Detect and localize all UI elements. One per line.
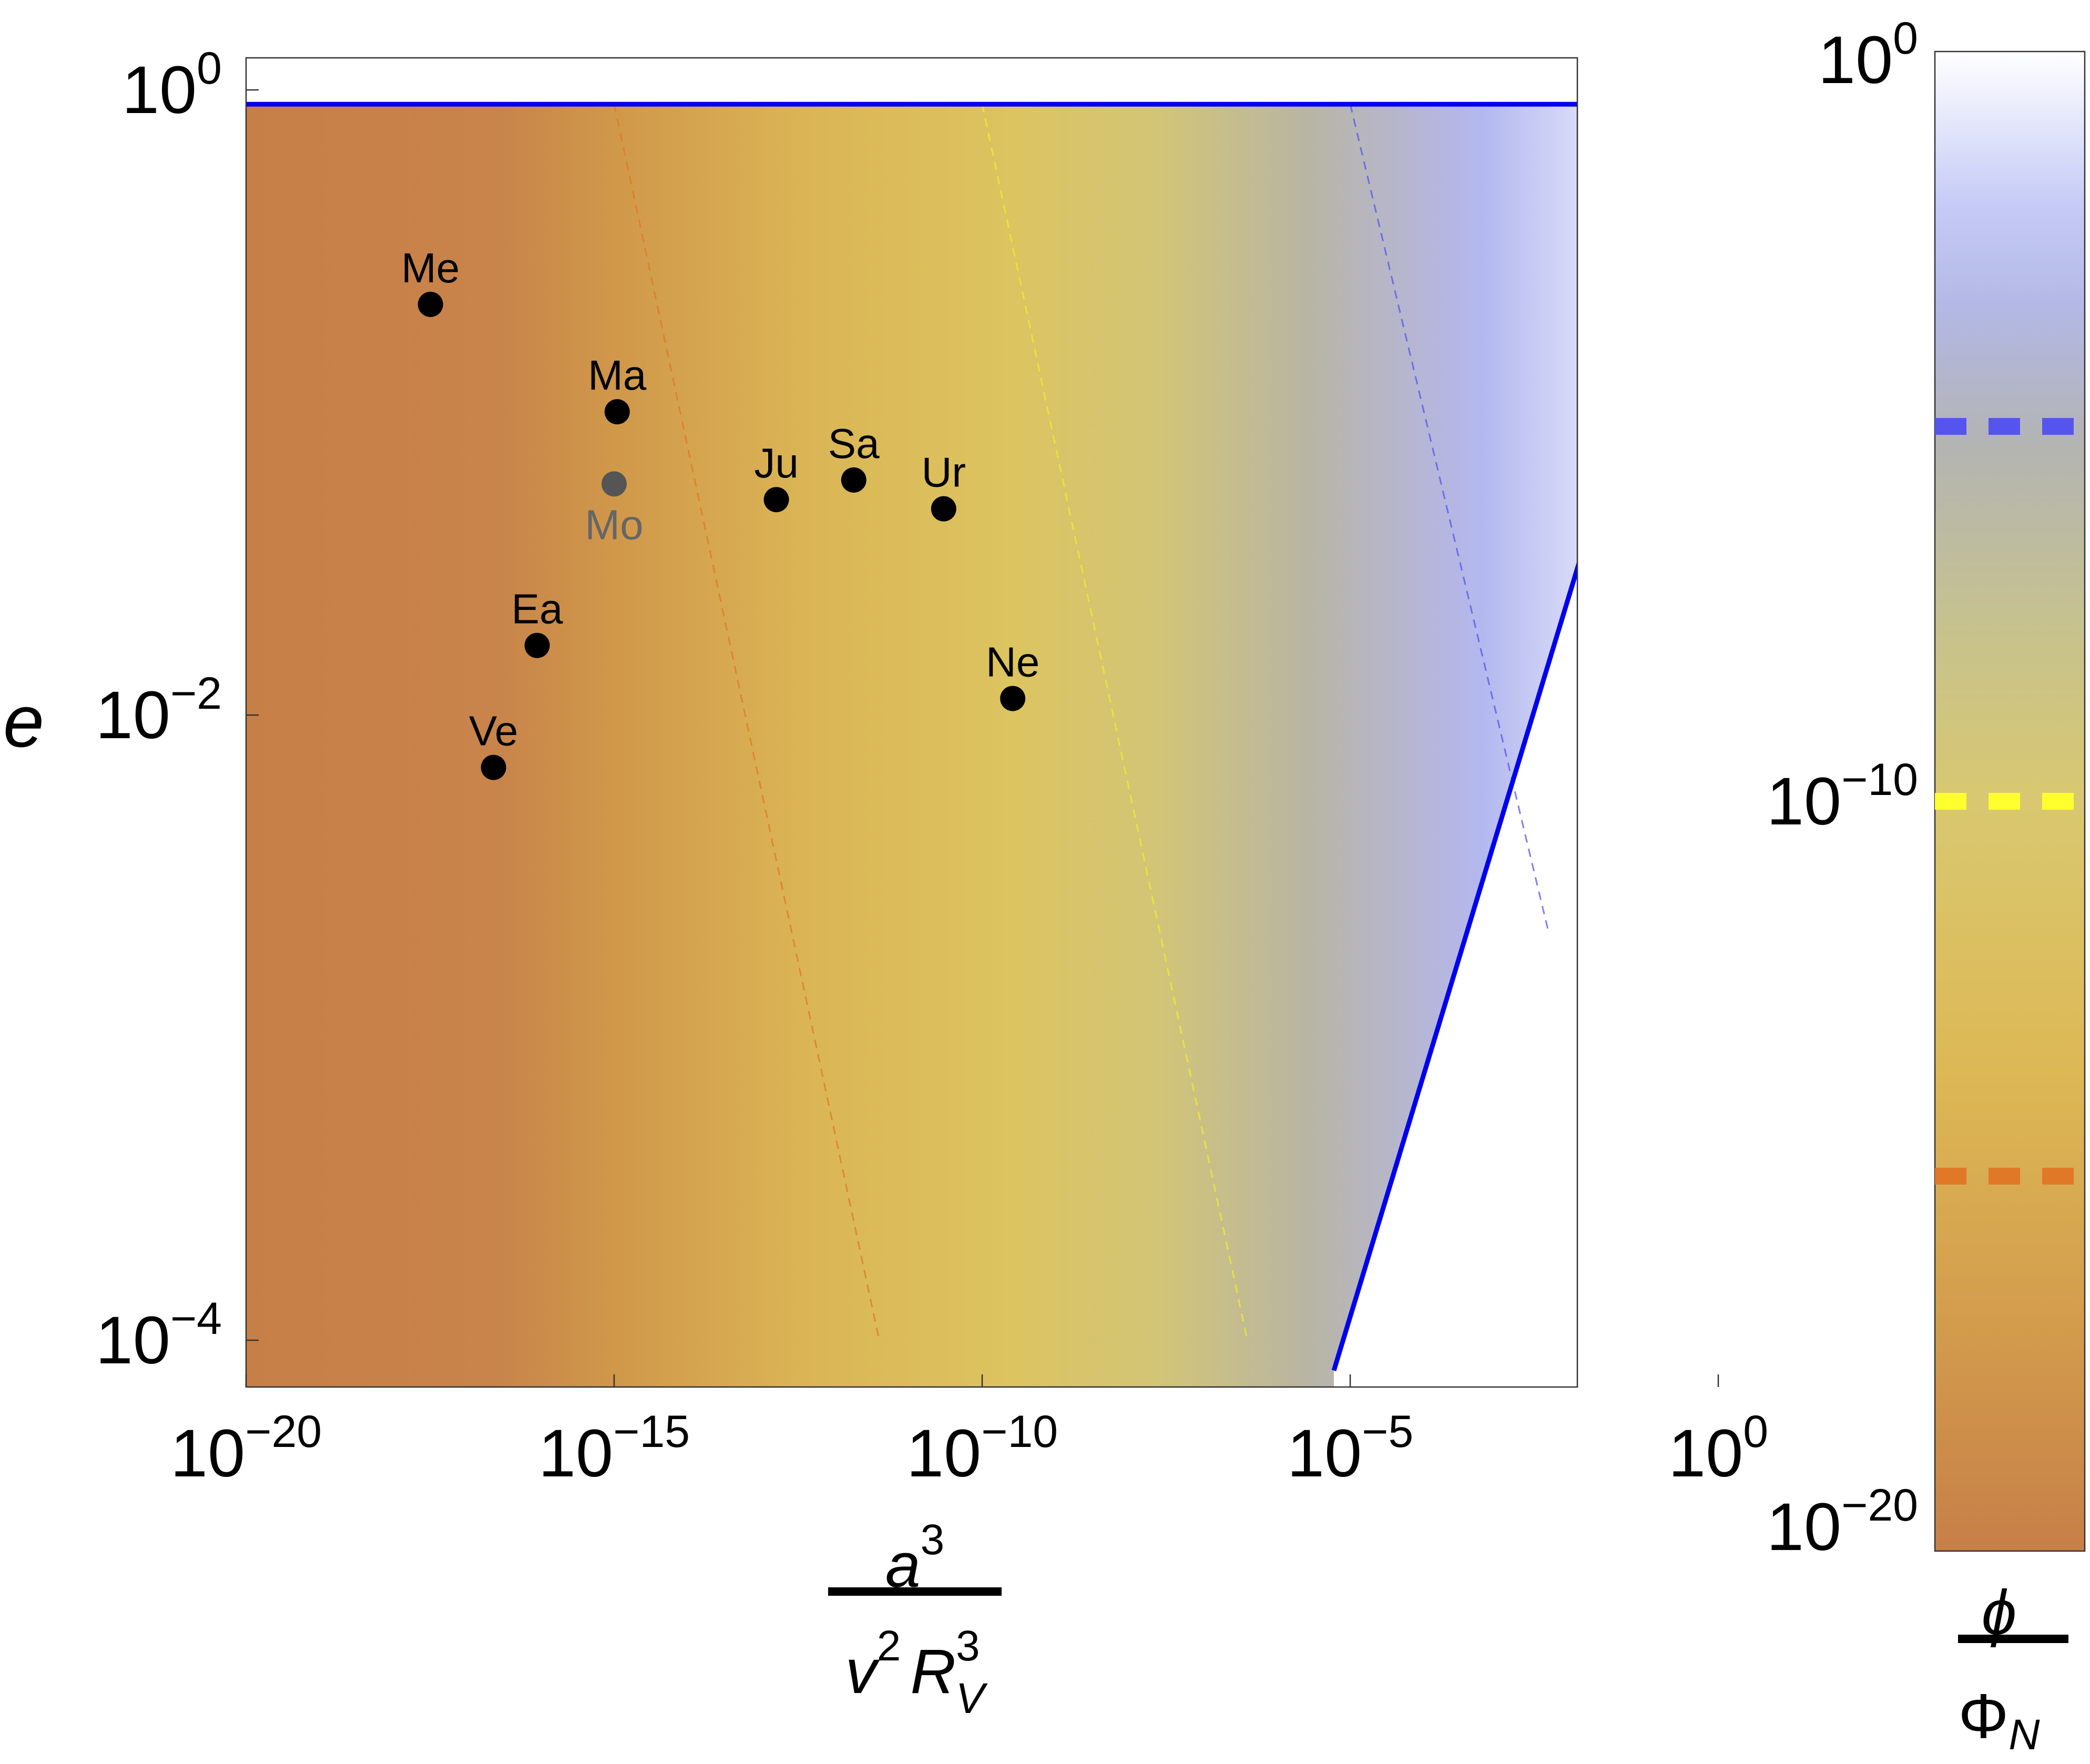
data-label-me: Me xyxy=(401,244,460,291)
data-label-ju: Ju xyxy=(754,440,799,486)
data-point-ma xyxy=(604,399,630,425)
y-axis-label: e xyxy=(3,680,44,762)
x-tick-label: 10−10 xyxy=(906,1406,1058,1491)
data-point-ea xyxy=(524,633,550,658)
colorbar-label-denominator: ΦN xyxy=(1959,1681,2041,1759)
plot-clip-group xyxy=(246,101,1577,1387)
data-point-ur xyxy=(931,496,956,522)
colorbar-tick-label: 10−10 xyxy=(1767,754,1918,839)
x-tick-label: 10−20 xyxy=(170,1406,322,1491)
phi-heatmap-region xyxy=(246,104,1577,1387)
x-tick-label: 10−15 xyxy=(538,1406,690,1491)
data-point-ne xyxy=(1000,686,1026,711)
x-axis: 10−20 10−15 10−10 10−5 100 xyxy=(170,1374,1768,1491)
contour-line-3 xyxy=(1349,104,1550,934)
data-label-ur: Ur xyxy=(922,449,966,496)
data-point-ju xyxy=(763,487,789,513)
data-point-sa xyxy=(841,467,866,493)
region-boundary-line xyxy=(246,101,1577,1371)
data-label-ea: Ea xyxy=(512,586,563,633)
data-label-ma: Ma xyxy=(588,352,647,399)
contour-line-2 xyxy=(981,104,1248,1341)
contour-line-1 xyxy=(613,104,880,1341)
y-axis: 100 10−2 10−4 xyxy=(96,43,259,1378)
colorbar-tick-label: 100 xyxy=(1818,13,1918,98)
x-axis-label-denominator: v2 R3 V xyxy=(845,1622,988,1722)
data-point-ve xyxy=(481,754,506,780)
colorbar-tick-label: 10−20 xyxy=(1767,1480,1918,1565)
y-tick-label: 100 xyxy=(122,43,222,128)
plot-frame xyxy=(245,57,1578,1388)
data-point-mo xyxy=(601,471,627,497)
x-tick-label: 100 xyxy=(1668,1406,1768,1491)
y-tick-label: 10−2 xyxy=(96,668,222,753)
data-point-me xyxy=(417,291,443,317)
data-label-ve: Ve xyxy=(469,708,518,754)
y-tick-label: 10−4 xyxy=(96,1293,222,1378)
data-label-ne: Ne xyxy=(986,638,1039,685)
y-axis-label-text: e xyxy=(3,680,44,762)
data-label-mo: Mo xyxy=(585,501,643,548)
plot-area: Me Ma Mo Ju Sa Ur Ea Ne Ve xyxy=(245,57,1578,1388)
data-label-sa: Sa xyxy=(828,420,880,467)
x-tick-label: 10−5 xyxy=(1287,1406,1413,1491)
